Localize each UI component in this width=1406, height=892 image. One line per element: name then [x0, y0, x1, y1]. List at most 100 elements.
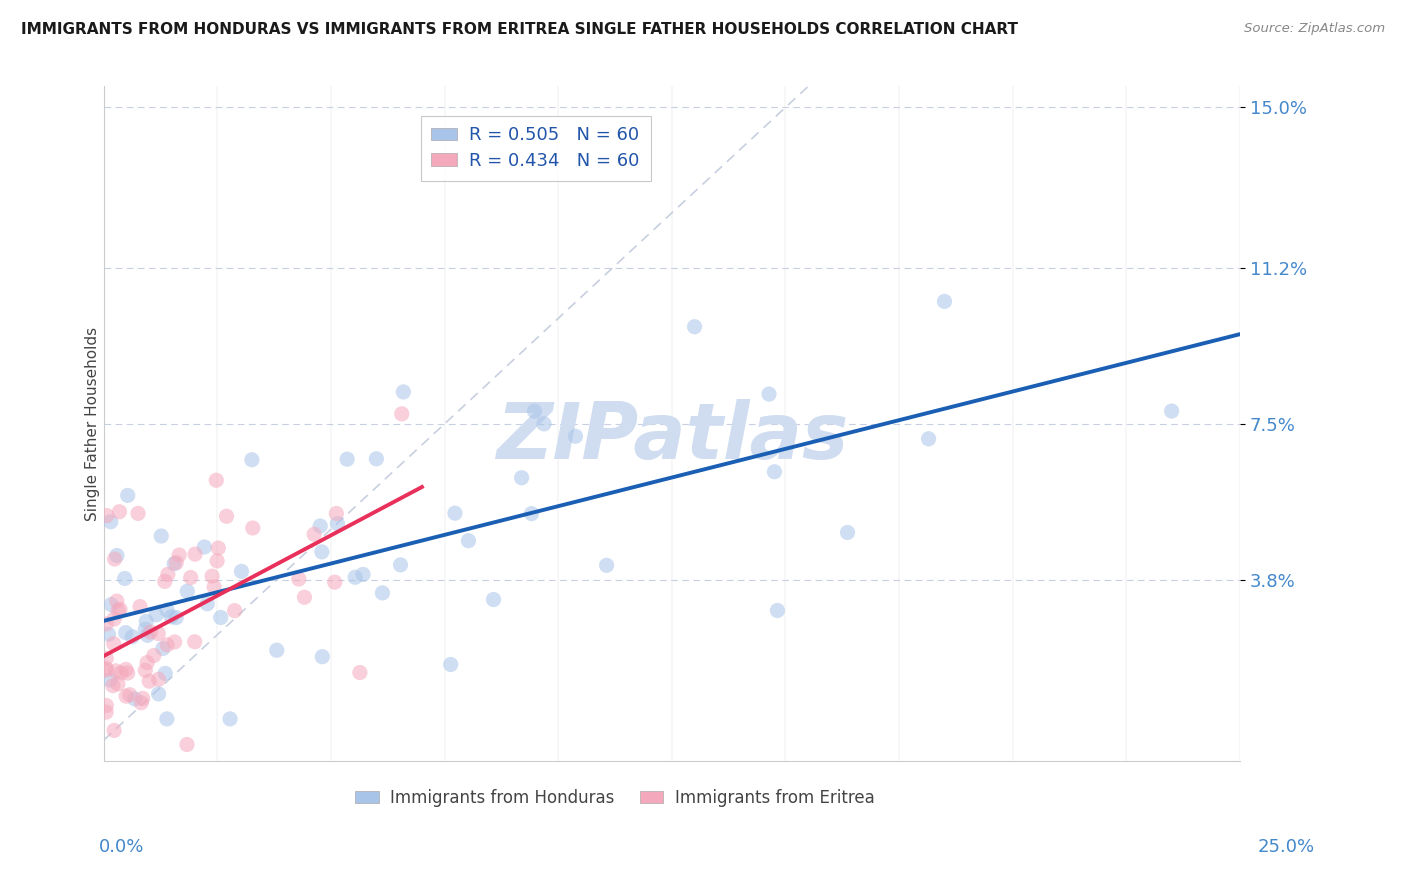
Point	[96, 663, 118, 677]
Text: ZIPatlas: ZIPatlas	[496, 400, 848, 475]
Point	[309, 519, 332, 533]
Point	[207, 541, 229, 555]
Point	[564, 429, 586, 443]
Point	[176, 584, 198, 599]
Point	[101, 679, 124, 693]
Point	[136, 656, 159, 670]
Point	[165, 556, 187, 570]
Point	[325, 507, 347, 521]
Point	[231, 565, 253, 579]
Point	[392, 384, 415, 399]
Point	[352, 567, 374, 582]
Point	[193, 540, 215, 554]
Point	[142, 648, 165, 663]
Point	[389, 558, 412, 572]
Point	[117, 666, 139, 681]
Point	[148, 626, 170, 640]
Point	[165, 610, 187, 624]
Point	[152, 641, 174, 656]
Point	[96, 616, 118, 631]
Point	[224, 604, 246, 618]
Point	[103, 723, 125, 738]
Point	[114, 625, 136, 640]
Point	[336, 452, 359, 467]
Point	[96, 698, 118, 713]
Point	[156, 638, 179, 652]
Point	[482, 592, 505, 607]
Point	[107, 677, 129, 691]
Point	[184, 547, 207, 561]
Point	[595, 558, 617, 573]
Point	[344, 570, 367, 584]
Point	[134, 663, 156, 677]
Point	[195, 597, 218, 611]
Point	[139, 625, 162, 640]
Point	[183, 634, 205, 648]
Point	[155, 666, 177, 681]
Point	[266, 643, 288, 657]
Point	[323, 575, 346, 590]
Point	[457, 533, 479, 548]
Point	[202, 580, 225, 594]
Point	[294, 591, 316, 605]
Point	[132, 691, 155, 706]
Point	[209, 610, 232, 624]
Point	[124, 692, 146, 706]
Point	[100, 598, 122, 612]
Point	[114, 572, 136, 586]
Text: 0.0%: 0.0%	[98, 838, 143, 856]
Point	[156, 567, 179, 582]
Point	[163, 635, 186, 649]
Point	[104, 664, 127, 678]
Point	[766, 603, 789, 617]
Point	[156, 712, 179, 726]
Y-axis label: Single Father Households: Single Father Households	[86, 326, 100, 521]
Point	[205, 473, 228, 487]
Point	[97, 627, 120, 641]
Point	[201, 569, 224, 583]
Point	[115, 689, 138, 703]
Point	[110, 665, 132, 680]
Point	[96, 661, 118, 675]
Point	[1160, 404, 1182, 418]
Point	[117, 488, 139, 502]
Point	[104, 552, 127, 566]
Point	[105, 549, 128, 563]
Legend: Immigrants from Honduras, Immigrants from Eritrea: Immigrants from Honduras, Immigrants fro…	[349, 782, 882, 814]
Point	[160, 610, 183, 624]
Point	[150, 529, 173, 543]
Point	[219, 712, 242, 726]
Point	[96, 651, 118, 665]
Point	[180, 570, 202, 584]
Point	[136, 628, 159, 642]
Point	[134, 623, 156, 637]
Point	[107, 603, 129, 617]
Point	[366, 451, 388, 466]
Point	[311, 649, 333, 664]
Point	[520, 507, 543, 521]
Point	[763, 465, 786, 479]
Point	[148, 673, 170, 687]
Point	[108, 602, 131, 616]
Point	[167, 548, 190, 562]
Point	[683, 319, 706, 334]
Point	[145, 607, 167, 622]
Point	[129, 696, 152, 710]
Point	[242, 521, 264, 535]
Point	[391, 407, 413, 421]
Point	[129, 599, 152, 614]
Point	[148, 687, 170, 701]
Point	[288, 572, 311, 586]
Point	[240, 452, 263, 467]
Point	[103, 612, 125, 626]
Point	[176, 738, 198, 752]
Point	[758, 387, 780, 401]
Point	[108, 505, 131, 519]
Point	[917, 432, 939, 446]
Point	[118, 688, 141, 702]
Point	[523, 404, 546, 418]
Point	[311, 545, 333, 559]
Text: IMMIGRANTS FROM HONDURAS VS IMMIGRANTS FROM ERITREA SINGLE FATHER HOUSEHOLDS COR: IMMIGRANTS FROM HONDURAS VS IMMIGRANTS F…	[21, 22, 1018, 37]
Point	[837, 525, 859, 540]
Point	[96, 777, 118, 791]
